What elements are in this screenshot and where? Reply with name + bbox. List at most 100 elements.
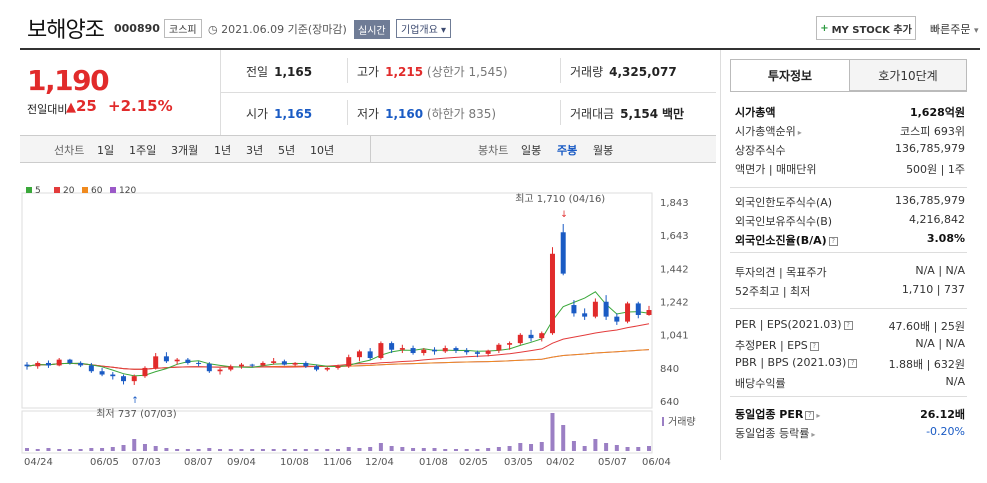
candle-body bbox=[314, 366, 320, 370]
line-chart-label: 선차트 bbox=[54, 144, 85, 157]
info-row: 동일업종 PER? ▸ 26.12배 bbox=[735, 406, 965, 422]
info-label: 동일업종 PER bbox=[735, 408, 804, 421]
candle-body bbox=[217, 369, 223, 372]
tab-order-book[interactable]: 호가10단계 bbox=[849, 59, 967, 91]
volume-bar bbox=[67, 449, 72, 451]
tab-monthly[interactable]: 월봉 bbox=[593, 144, 614, 157]
candle-body bbox=[517, 334, 523, 344]
arrow-right-icon[interactable]: ▸ bbox=[797, 128, 802, 137]
info-value: 코스피 693위 bbox=[900, 125, 965, 138]
candle-body bbox=[228, 366, 234, 370]
candle-body bbox=[410, 348, 416, 354]
volume-bar bbox=[336, 449, 340, 451]
info-row: 투자의견 | 목표주가 N/A | N/A bbox=[735, 264, 965, 280]
chevron-down-icon: ▾ bbox=[441, 25, 447, 36]
tab-10y[interactable]: 10년 bbox=[310, 144, 335, 157]
candle-body bbox=[335, 366, 341, 368]
candle-body bbox=[646, 310, 652, 315]
volume-bar bbox=[218, 449, 223, 451]
tab-1y[interactable]: 1년 bbox=[214, 144, 232, 157]
tab-1d[interactable]: 1일 bbox=[97, 144, 115, 157]
volume-bar bbox=[389, 446, 394, 451]
help-icon[interactable]: ? bbox=[843, 320, 853, 330]
candle-body bbox=[67, 359, 73, 363]
y-tick-label: 1,442 bbox=[660, 264, 689, 275]
info-row: 외국인한도주식수(A) 136,785,979 bbox=[735, 194, 965, 210]
candle-body bbox=[356, 351, 362, 358]
info-row: 52주최고 | 최저 1,710 | 737 bbox=[735, 283, 965, 299]
help-icon[interactable]: ? bbox=[828, 236, 838, 246]
info-label-wrap: 동일업종 등락률 ▸ bbox=[735, 425, 815, 441]
info-value: N/A | N/A bbox=[915, 337, 965, 350]
candle-body bbox=[453, 348, 459, 351]
info-value: 136,785,979 bbox=[895, 194, 965, 207]
candle-body bbox=[121, 376, 127, 382]
candle-body bbox=[399, 348, 405, 350]
info-value: 26.12배 bbox=[920, 408, 965, 421]
tab-weekly[interactable]: 주봉 bbox=[557, 144, 578, 157]
company-overview-dropdown[interactable]: 기업개요 ▾ bbox=[396, 19, 452, 38]
realtime-button[interactable]: 실시간 bbox=[354, 20, 390, 39]
legend-label: 5 bbox=[35, 186, 41, 196]
tab-3y[interactable]: 3년 bbox=[246, 144, 264, 157]
candle-body bbox=[249, 364, 255, 366]
help-icon[interactable]: ? bbox=[809, 341, 819, 351]
tab-daily[interactable]: 일봉 bbox=[521, 144, 542, 157]
volume-bar bbox=[35, 449, 40, 451]
arrow-down-icon: ↓ bbox=[560, 210, 568, 220]
candle-body bbox=[303, 362, 309, 367]
volume-bar bbox=[46, 448, 51, 451]
stat-label: 고가 bbox=[357, 65, 380, 79]
y-tick-label: 1,643 bbox=[660, 231, 689, 242]
info-label: 동일업종 등락률 bbox=[735, 427, 810, 440]
tab-3m[interactable]: 3개월 bbox=[171, 144, 199, 157]
add-mystock-button[interactable]: + MY STOCK 추가 bbox=[816, 16, 916, 40]
info-value: N/A | N/A bbox=[915, 264, 965, 277]
stat-unit: 백만 bbox=[661, 107, 685, 121]
plus-icon: + bbox=[820, 22, 829, 34]
price-chart[interactable]: 5 20 60 120 1,843 1,643 1,442 1,242 1,041 840 640 최… bbox=[20, 175, 716, 465]
volume-bar bbox=[314, 449, 319, 451]
arrow-right-icon[interactable]: ▸ bbox=[816, 411, 821, 420]
y-tick-label: 1,242 bbox=[660, 297, 689, 308]
tab-5y[interactable]: 5년 bbox=[278, 144, 296, 157]
info-label-wrap: 배당수익률 bbox=[735, 375, 786, 391]
tab-invest-info[interactable]: 투자정보 bbox=[730, 59, 850, 91]
change-label: 전일대비 bbox=[27, 103, 68, 116]
volume-bar bbox=[142, 444, 147, 451]
volume-bar bbox=[453, 449, 458, 451]
volume-bar bbox=[378, 443, 383, 451]
candle-body bbox=[153, 356, 159, 368]
legend-swatch bbox=[26, 187, 32, 193]
candle-body bbox=[346, 357, 352, 367]
candle-body bbox=[260, 362, 266, 366]
right-panel bbox=[720, 50, 980, 460]
stat-value: 4,325,077 bbox=[609, 65, 677, 79]
volume-bar bbox=[282, 449, 287, 451]
info-row: 동일업종 등락률 ▸ -0.20% bbox=[735, 425, 965, 441]
legend-label: 120 bbox=[119, 186, 136, 196]
candle-body bbox=[560, 232, 566, 274]
candle-body bbox=[592, 301, 598, 317]
candle-body bbox=[421, 349, 427, 354]
divider bbox=[730, 396, 967, 397]
volume-bar bbox=[550, 413, 555, 451]
info-label-wrap: 동일업종 PER? ▸ bbox=[735, 406, 820, 422]
stat-label: 시가 bbox=[246, 107, 269, 121]
tab-1w[interactable]: 1주일 bbox=[129, 144, 157, 157]
x-tick-label: 03/05 bbox=[504, 457, 533, 465]
volume-bar bbox=[368, 447, 373, 451]
candle-body bbox=[185, 359, 191, 363]
volume-bar bbox=[100, 448, 105, 451]
quick-order-button[interactable]: 빠른주문 ▾ bbox=[930, 21, 979, 37]
ma5-line bbox=[26, 291, 650, 377]
lower-limit: (하한가 835) bbox=[426, 107, 497, 121]
volume-bar bbox=[593, 439, 598, 451]
clock-icon: ◷ bbox=[208, 23, 218, 36]
date-label: ◷ 2021.06.09 기준(장마감) bbox=[208, 21, 347, 37]
volume-bar bbox=[647, 446, 651, 451]
arrow-right-icon[interactable]: ▸ bbox=[811, 430, 816, 439]
help-icon[interactable]: ? bbox=[805, 410, 815, 420]
info-value: 1,710 | 737 bbox=[901, 283, 965, 296]
help-icon[interactable]: ? bbox=[848, 358, 858, 368]
